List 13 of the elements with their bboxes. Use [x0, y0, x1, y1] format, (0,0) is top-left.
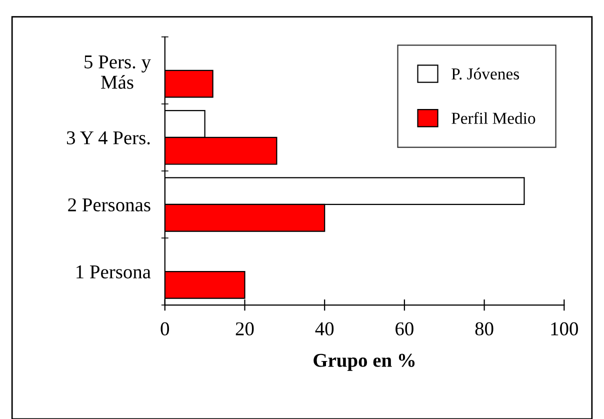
legend-label: Perfil Medio: [452, 112, 536, 124]
x-tick-label: 40: [315, 322, 334, 336]
y-tick-label: 3 Y 4 Pers.: [66, 131, 150, 144]
x-tick-label: 80: [475, 322, 494, 336]
y-tick-label: 5 Pers. y Más: [84, 56, 151, 89]
legend-label: P. Jóvenes: [452, 68, 520, 80]
x-tick-label: 100: [551, 322, 578, 336]
x-tick-label: 0: [160, 322, 170, 336]
y-tick-label: 1 Persona: [76, 265, 151, 278]
x-tick-label: 20: [236, 322, 254, 336]
x-tick-label: 60: [396, 322, 414, 336]
y-tick-label: 2 Personas: [68, 198, 150, 212]
x-axis-title: Grupo en %: [314, 354, 415, 371]
